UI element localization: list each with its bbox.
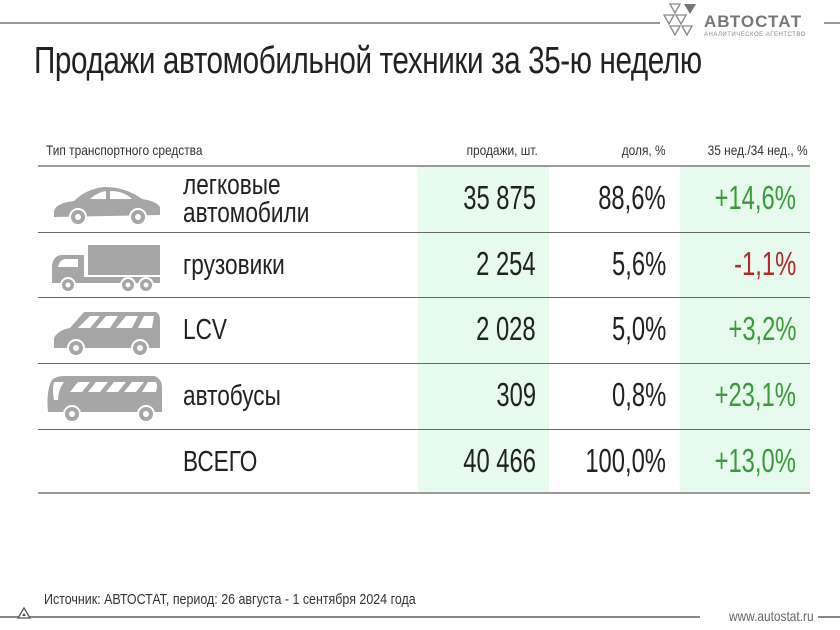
autostat-logo: АВТОСТАТ АНАЛИТИЧЕСКОЕ АГЕНТСТВО bbox=[660, 2, 830, 46]
header-share: доля, % bbox=[622, 142, 666, 158]
table-row-cars: легковые автомобили 35 875 88,6% +14,6% bbox=[38, 167, 810, 232]
change-value: +13,0% bbox=[714, 442, 796, 479]
header-sales: продажи, шт. bbox=[466, 142, 538, 158]
sales-column-highlight bbox=[418, 167, 549, 492]
row-label-line2: автомобили bbox=[183, 197, 310, 229]
change-value: +23,1% bbox=[714, 376, 796, 413]
sales-value: 40 466 bbox=[463, 442, 536, 479]
sales-value: 2 254 bbox=[476, 245, 536, 282]
top-divider-right bbox=[824, 22, 840, 24]
share-value: 88,6% bbox=[598, 179, 666, 216]
row-divider bbox=[38, 429, 810, 430]
header-type: Тип транспортного средства bbox=[46, 142, 203, 158]
table-row-trucks: грузовики 2 254 5,6% -1,1% bbox=[38, 233, 810, 298]
bottom-divider bbox=[0, 616, 700, 618]
row-label: грузовики bbox=[183, 249, 285, 281]
row-divider bbox=[38, 232, 810, 233]
logo-name: АВТОСТАТ bbox=[704, 12, 803, 31]
website-url: www.autostat.ru bbox=[729, 608, 814, 624]
table-row-total: ВСЕГО 40 466 100,0% +13,0% bbox=[38, 430, 810, 495]
logo-triangles-icon bbox=[662, 3, 696, 37]
share-value: 5,6% bbox=[611, 245, 666, 282]
change-value: -1,1% bbox=[733, 245, 796, 282]
bottom-divider-right bbox=[818, 616, 840, 618]
row-label: ВСЕГО bbox=[183, 446, 258, 478]
header-change: 35 нед./34 нед., % bbox=[708, 142, 808, 158]
share-value: 100,0% bbox=[585, 442, 666, 479]
change-column-highlight bbox=[680, 167, 810, 492]
change-value: +3,2% bbox=[727, 310, 796, 347]
top-divider bbox=[0, 22, 660, 24]
logo-subtitle: АНАЛИТИЧЕСКОЕ АГЕНТСТВО bbox=[704, 32, 806, 38]
row-label: LCV bbox=[183, 314, 228, 346]
table-row-lcv: LCV 2 028 5,0% +3,2% bbox=[38, 298, 810, 363]
truck-icon bbox=[52, 245, 160, 293]
sales-value: 2 028 bbox=[476, 310, 536, 347]
header-divider bbox=[38, 165, 810, 167]
sales-value: 35 875 bbox=[463, 179, 536, 216]
page-title: Продажи автомобильной техники за 35-ю не… bbox=[34, 40, 702, 82]
van-icon bbox=[54, 312, 160, 357]
change-value: +14,6% bbox=[714, 179, 796, 216]
share-value: 0,8% bbox=[611, 376, 666, 413]
car-icon bbox=[54, 187, 160, 226]
share-value: 5,0% bbox=[611, 310, 666, 347]
row-divider bbox=[38, 363, 810, 364]
sales-value: 309 bbox=[496, 376, 536, 413]
bus-icon bbox=[47, 376, 162, 423]
row-label: автобусы bbox=[183, 380, 281, 412]
table-row-buses: автобусы 309 0,8% +23,1% bbox=[38, 364, 810, 429]
row-label-line1: легковые bbox=[183, 169, 281, 201]
source-note: Источник: АВТОСТАТ, период: 26 августа -… bbox=[44, 591, 416, 608]
row-divider bbox=[38, 297, 810, 298]
triangle-logo-icon bbox=[17, 607, 31, 619]
table-bottom-divider bbox=[38, 492, 810, 494]
